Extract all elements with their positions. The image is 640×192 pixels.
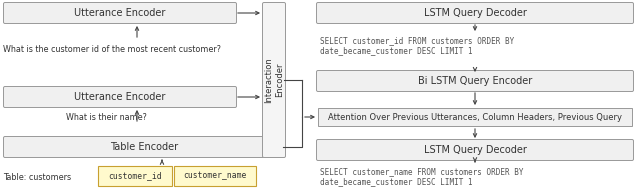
Text: Attention Over Previous Utterances, Column Headers, Previous Query: Attention Over Previous Utterances, Colu… [328,113,622,122]
Text: customer_name: customer_name [183,171,246,180]
Text: Table: customers: Table: customers [3,172,71,181]
Text: customer_id: customer_id [108,171,162,180]
FancyBboxPatch shape [317,70,634,92]
FancyBboxPatch shape [317,140,634,161]
Text: LSTM Query Decoder: LSTM Query Decoder [424,8,527,18]
Text: Utterance Encoder: Utterance Encoder [74,92,166,102]
FancyBboxPatch shape [3,2,237,23]
FancyBboxPatch shape [3,137,285,157]
Bar [174,166,256,186]
Text: SELECT customer_name FROM customers ORDER BY
date_became_customer DESC LIMIT 1: SELECT customer_name FROM customers ORDE… [320,167,524,186]
FancyBboxPatch shape [317,2,634,23]
Text: Bi LSTM Query Encoder: Bi LSTM Query Encoder [418,76,532,86]
Text: Utterance Encoder: Utterance Encoder [74,8,166,18]
Text: Table Encoder: Table Encoder [110,142,178,152]
Bar [318,108,632,126]
Text: What is their name?: What is their name? [66,113,147,122]
Text: SELECT customer_id FROM customers ORDER BY
date_became_customer DESC LIMIT 1: SELECT customer_id FROM customers ORDER … [320,36,515,55]
Text: LSTM Query Decoder: LSTM Query Decoder [424,145,527,155]
Text: What is the customer id of the most recent customer?: What is the customer id of the most rece… [3,45,221,54]
Text: Interaction
Encoder: Interaction Encoder [264,57,284,103]
Bar [98,166,172,186]
FancyBboxPatch shape [3,87,237,108]
FancyBboxPatch shape [262,2,285,157]
